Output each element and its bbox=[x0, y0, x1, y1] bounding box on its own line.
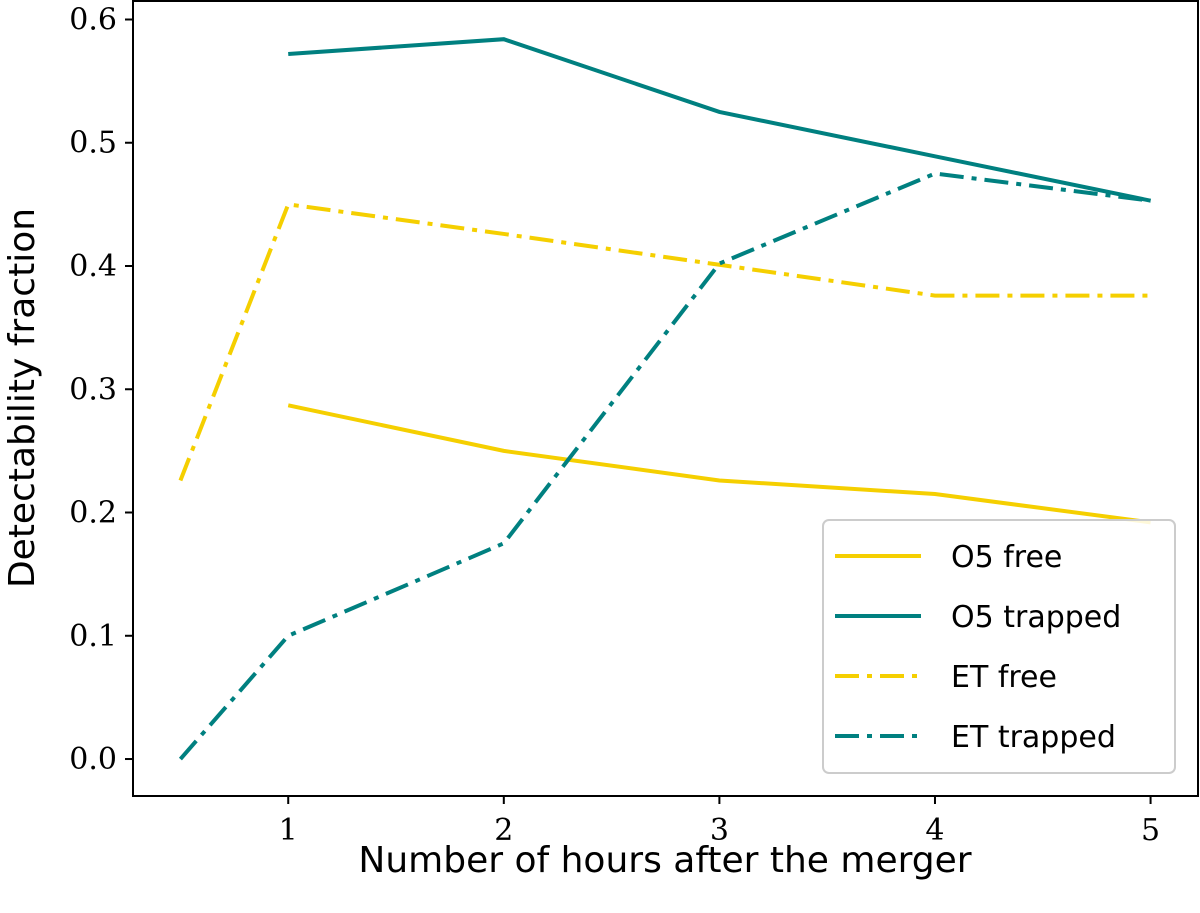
x-tick-label: 5 bbox=[1141, 813, 1160, 848]
y-tick-label: 0.4 bbox=[69, 249, 117, 284]
series-line bbox=[178, 171, 1151, 761]
plot-frame bbox=[132, 0, 1199, 797]
x-tick-label: 1 bbox=[279, 813, 298, 848]
x-tick-label: 3 bbox=[710, 813, 729, 848]
y-tick-label: 0.0 bbox=[69, 742, 117, 777]
x-axis-label: Number of hours after the merger bbox=[358, 840, 971, 881]
y-axis-label: Detectability fraction bbox=[2, 208, 43, 588]
y-tick-label: 0.2 bbox=[69, 496, 117, 531]
legend-label: O5 trapped bbox=[951, 600, 1121, 635]
series-line bbox=[288, 37, 1151, 203]
y-tick-label: 0.3 bbox=[69, 372, 117, 407]
x-tick-label: 2 bbox=[494, 813, 513, 848]
legend-label: O5 free bbox=[951, 540, 1062, 575]
x-tick-label: 4 bbox=[925, 813, 944, 848]
legend-label: ET free bbox=[951, 660, 1057, 695]
series-line bbox=[178, 202, 1151, 482]
legend-box bbox=[822, 519, 1176, 774]
y-tick-label: 0.5 bbox=[69, 126, 117, 161]
y-tick-label: 0.6 bbox=[69, 2, 117, 37]
series-line bbox=[287, 403, 1151, 525]
y-tick-label: 0.1 bbox=[69, 619, 117, 654]
legend-label: ET trapped bbox=[951, 720, 1116, 755]
